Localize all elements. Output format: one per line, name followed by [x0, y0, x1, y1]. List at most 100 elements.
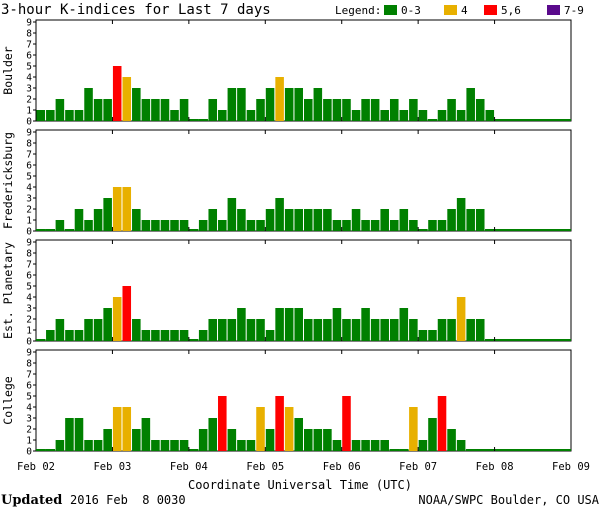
bar [265, 429, 275, 451]
bars-fredericksburg [36, 187, 485, 231]
bar [399, 110, 409, 121]
bar [342, 99, 351, 121]
bar [112, 187, 122, 231]
bar [399, 308, 409, 341]
y-tick-label: 0 [26, 227, 32, 238]
bar [151, 440, 160, 451]
y-tick-label: 2 [26, 95, 32, 106]
bar [237, 209, 246, 231]
bar [466, 88, 475, 121]
y-tick-label: 3 [26, 84, 32, 95]
legend-text-0-3: 0-3 [401, 4, 421, 17]
bar [485, 110, 495, 121]
y-tick-label: 7 [26, 40, 32, 51]
y-tick-label: 4 [26, 183, 32, 194]
bar [332, 220, 342, 231]
y-tick-label: 1 [26, 106, 32, 117]
bar [380, 209, 389, 231]
bar [342, 220, 351, 231]
y-tick-label: 5 [26, 392, 32, 403]
bar [132, 209, 141, 231]
y-tick-label: 8 [26, 139, 32, 150]
bar [227, 88, 237, 121]
y-tick-label: 2 [26, 315, 32, 326]
bar [103, 99, 112, 121]
bar [447, 99, 456, 121]
y-tick-label: 5 [26, 172, 32, 183]
bar [332, 440, 342, 451]
x-tick-label: Feb 03 [93, 461, 131, 473]
bar [198, 429, 208, 451]
bar [141, 99, 151, 121]
x-tick-label: Feb 06 [323, 461, 361, 473]
y-tick-label: 2 [26, 425, 32, 436]
bar [351, 209, 361, 231]
bar [103, 429, 112, 451]
x-tick-label: Feb 04 [170, 461, 208, 473]
bar [141, 220, 151, 231]
bar [36, 110, 46, 121]
bar [370, 99, 380, 121]
bar [294, 418, 303, 451]
bar [112, 297, 122, 341]
bar [218, 110, 227, 121]
bar [380, 110, 389, 121]
bar [380, 319, 389, 341]
bar [351, 110, 361, 121]
bar [218, 319, 227, 341]
bar [456, 110, 466, 121]
legend-swatch-4 [444, 5, 457, 15]
station-label: Fredericksburg [1, 132, 15, 229]
bar [84, 220, 93, 231]
station-label: Boulder [1, 46, 15, 95]
bar [93, 99, 103, 121]
bar [112, 407, 122, 451]
bar [122, 77, 132, 121]
bar [218, 396, 227, 451]
legend-swatch-0-3 [384, 5, 397, 15]
y-tick-label: 1 [26, 216, 32, 227]
updated-value: 2016 Feb 8 0030 [70, 493, 186, 507]
bar [84, 319, 93, 341]
bar [74, 110, 84, 121]
bar [456, 297, 466, 341]
bar [208, 418, 218, 451]
legend-item-5-6: 5,6 [484, 4, 521, 17]
bar [304, 319, 313, 341]
bar [246, 110, 256, 121]
legend-swatch-5-6 [484, 5, 497, 15]
bar [447, 319, 456, 341]
y-tick-label: 6 [26, 381, 32, 392]
x-tick-label: Feb 08 [476, 461, 514, 473]
bar [389, 319, 399, 341]
bars-boulder [36, 66, 495, 121]
y-tick-label: 7 [26, 150, 32, 161]
bar [475, 99, 485, 121]
y-tick-label: 8 [26, 29, 32, 40]
y-tick-label: 1 [26, 436, 32, 447]
bar [304, 99, 313, 121]
bar [265, 330, 275, 341]
bar [370, 220, 380, 231]
y-tick-label: 3 [26, 304, 32, 315]
bar [351, 440, 361, 451]
y-tick-label: 6 [26, 161, 32, 172]
bar [103, 308, 112, 341]
y-tick-label: 0 [26, 117, 32, 128]
x-tick-label: Feb 02 [17, 461, 55, 473]
bar [304, 209, 313, 231]
bar [84, 88, 93, 121]
legend-item-7-9: 7-9 [547, 4, 584, 17]
legend-text-7-9: 7-9 [564, 4, 584, 17]
bar [466, 319, 475, 341]
bar [275, 77, 284, 121]
y-tick-label: 7 [26, 260, 32, 271]
bar [313, 88, 323, 121]
bar [65, 330, 74, 341]
bar [456, 440, 466, 451]
bar [342, 396, 351, 451]
bar [103, 198, 112, 231]
bar [151, 330, 160, 341]
bar [447, 429, 456, 451]
